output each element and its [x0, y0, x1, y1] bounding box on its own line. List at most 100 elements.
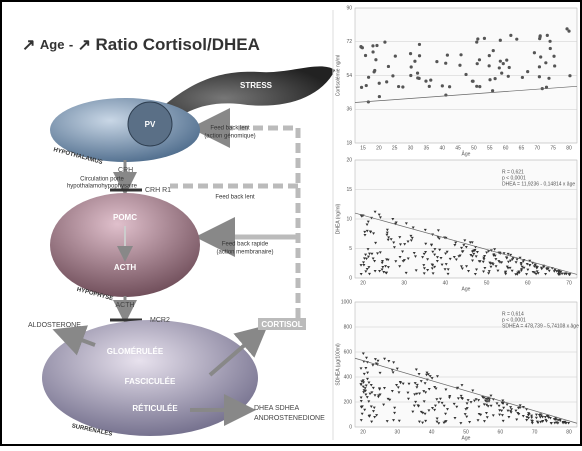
y-tick-label: 10 [346, 216, 352, 222]
y-tick-label: 90 [346, 5, 352, 11]
scatter-dot [488, 64, 491, 67]
pomc-label: POMC [113, 213, 137, 222]
scatter-dot [401, 85, 404, 88]
acth-label: ACTH [114, 263, 136, 272]
x-tick-label: 40 [439, 145, 445, 151]
scatter-dot [488, 54, 491, 57]
y-axis-label: DHEA (ng/ml) [335, 203, 341, 234]
scatter-dot [549, 47, 552, 50]
x-tick-label: 60 [503, 145, 509, 151]
scatter-dot [435, 60, 438, 63]
scatter-dot [416, 76, 419, 79]
x-tick-label: 70 [535, 145, 541, 151]
cortisol-label: CORTISOL [261, 320, 302, 329]
scatter-dot [429, 79, 432, 82]
scatter-dot [387, 65, 390, 68]
y-axis-label: SDHEA (µg/100ml) [335, 343, 341, 386]
x-tick-label: 25 [392, 145, 398, 151]
x-axis-label: Âge [462, 150, 471, 157]
scatter-dot [507, 75, 510, 78]
zone-label: GLOMÉRULÉE [107, 347, 164, 356]
feedback-label: Feed back lent [215, 195, 255, 201]
y-tick-label: 72 [346, 39, 352, 45]
scatter-dot [539, 34, 542, 37]
y-tick-label: 36 [346, 107, 352, 113]
scatter-dot [371, 44, 374, 47]
scatter-dot [459, 53, 462, 56]
scatter-dot [378, 82, 381, 85]
scatter-dot [397, 85, 400, 88]
pv-label: PV [145, 120, 156, 129]
x-tick-label: 35 [424, 145, 430, 151]
y-tick-label: 54 [346, 73, 352, 79]
output-label: DHEA SDHEA [254, 405, 299, 412]
scatter-dot [498, 66, 501, 69]
x-tick-label: 75 [550, 145, 556, 151]
regression-note: DHEA = 11,9236 - 0,14814 x âge [502, 181, 575, 187]
scatter-dot [373, 70, 376, 73]
feedback-label: (action membranaire) [216, 250, 273, 256]
scatter-dot [418, 54, 421, 57]
x-tick-label: 80 [566, 145, 572, 151]
x-tick-label: 40 [443, 280, 449, 286]
scatter-dot [391, 74, 394, 77]
y-tick-label: 20 [346, 157, 352, 163]
y-tick-label: 18 [346, 140, 352, 146]
scatter-dot [446, 53, 449, 56]
scatter-dot [394, 54, 397, 57]
scatter-dot [385, 80, 388, 83]
x-axis-label: Age [462, 435, 471, 441]
x-tick-label: 50 [471, 145, 477, 151]
scatter-dot [448, 85, 451, 88]
title-age: Age [40, 37, 65, 52]
scatter-dot [538, 75, 541, 78]
scatter-dot [483, 37, 486, 40]
y-tick-label: 400 [344, 374, 353, 380]
scatter-dot [533, 51, 536, 54]
x-axis-label: Age [462, 286, 471, 292]
scatter-dot [508, 66, 511, 69]
scatter-dot [499, 39, 502, 42]
scatter-dot [500, 72, 503, 75]
scatter-dot [367, 76, 370, 79]
scatter-dot [499, 60, 502, 63]
scatter-dot [375, 44, 378, 47]
scatter-dot [565, 27, 568, 30]
portal-label: Circulation porte [80, 177, 124, 183]
feedback-label: Feed back lent [210, 126, 250, 132]
scatter-dot [552, 55, 555, 58]
scatter-dot [371, 50, 374, 53]
scatter-dot [494, 77, 497, 80]
scatter-dot [553, 64, 556, 67]
x-tick-label: 55 [487, 145, 493, 151]
scatter-dot [424, 79, 427, 82]
scatter-dot [360, 86, 363, 89]
scatter-dot [476, 37, 479, 40]
y-tick-label: 1000 [341, 299, 352, 305]
scatter-dot [478, 85, 481, 88]
scatter-dot [444, 62, 447, 65]
portal-label: hypothalamohypophysaire [67, 184, 138, 190]
title-separator: - [69, 37, 73, 52]
x-tick-label: 45 [455, 145, 461, 151]
y-axis-label: Cortisolémie ng/ml [335, 55, 341, 96]
x-tick-label: 20 [376, 145, 382, 151]
y-tick-label: 5 [349, 246, 352, 252]
zone-label: FASCICULÉE [125, 377, 176, 386]
crh-label: CRH [118, 167, 133, 174]
scatter-dot [492, 49, 495, 52]
scatter-dot [364, 54, 367, 57]
x-tick-label: 65 [519, 145, 525, 151]
scatter-dot [464, 73, 467, 76]
scatter-dot [547, 77, 550, 80]
scatter-dot [538, 65, 541, 68]
scatter-dot [478, 58, 481, 61]
x-tick-label: 70 [532, 429, 538, 435]
scatter-dot [488, 78, 491, 81]
scatter-dot [458, 64, 461, 67]
scatter-dot [374, 58, 377, 61]
scatter-dot [361, 46, 364, 49]
scatter-dot [409, 52, 412, 55]
scatter-dot [365, 84, 368, 87]
y-tick-label: 200 [344, 399, 353, 405]
